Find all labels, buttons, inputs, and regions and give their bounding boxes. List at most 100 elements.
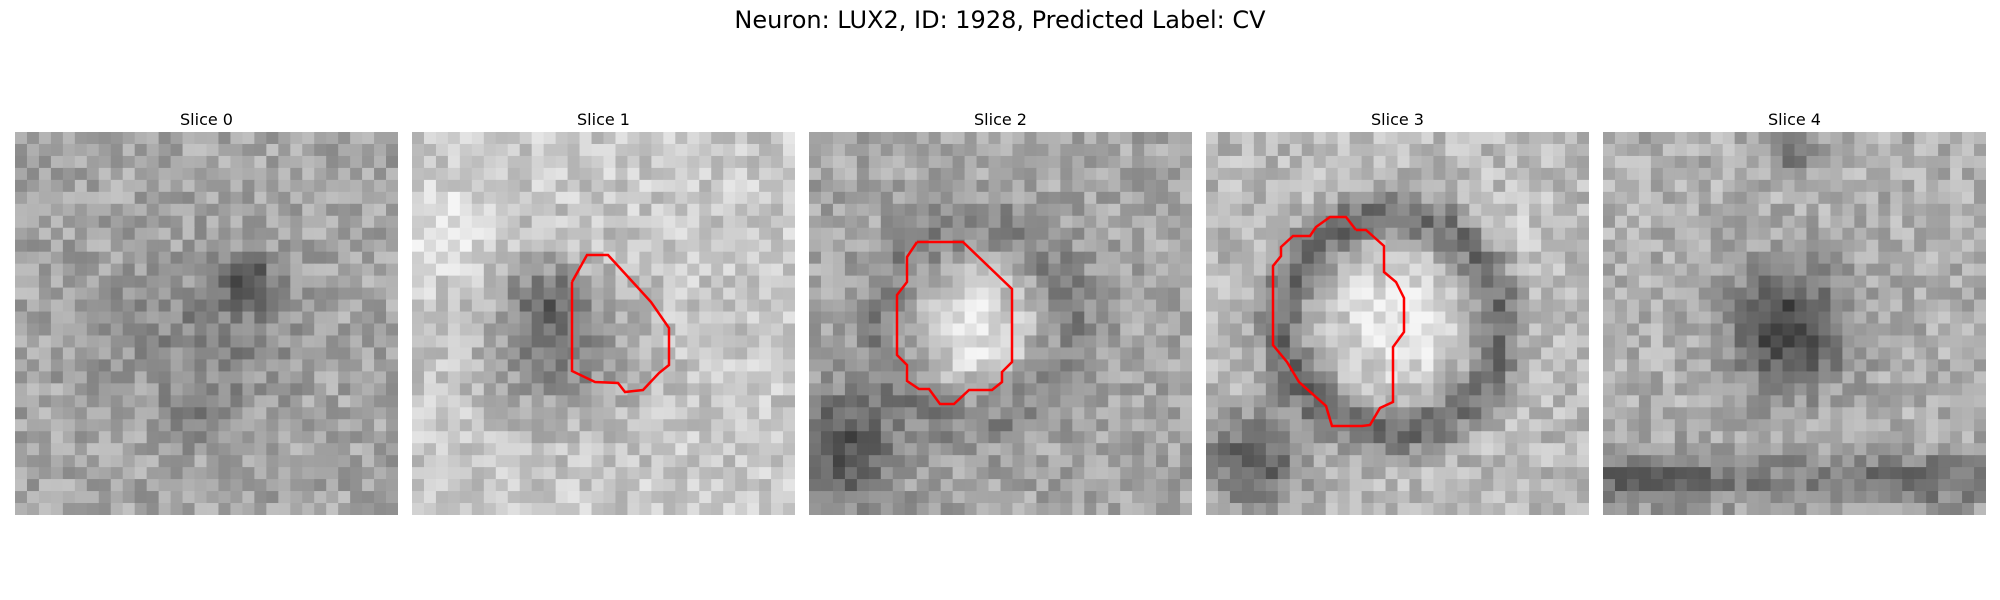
image-pixel (338, 431, 351, 444)
image-pixel (783, 251, 795, 265)
image-pixel (1938, 191, 1951, 205)
image-pixel (1866, 299, 1879, 313)
image-pixel (1902, 155, 1915, 169)
image-pixel (1253, 167, 1267, 181)
image-pixel (170, 167, 184, 181)
image-pixel (531, 155, 545, 169)
image-pixel (771, 431, 784, 444)
image-pixel (447, 347, 461, 361)
image-pixel (940, 299, 954, 313)
image-pixel (122, 263, 136, 277)
image-pixel (844, 239, 858, 253)
image-pixel (844, 407, 858, 420)
image-pixel (338, 479, 351, 492)
image-pixel (1217, 503, 1231, 515)
image-pixel (1505, 239, 1518, 253)
image-pixel (1445, 419, 1458, 432)
image-pixel (880, 299, 894, 313)
image-pixel (302, 299, 315, 313)
image-pixel (182, 299, 196, 313)
image-pixel (1902, 179, 1915, 193)
image-pixel (1974, 167, 1986, 181)
image-pixel (844, 479, 858, 492)
image-pixel (747, 143, 760, 157)
image-pixel (302, 132, 315, 145)
image-pixel (1541, 132, 1554, 145)
image-pixel (447, 299, 461, 313)
image-pixel (809, 407, 822, 420)
image-pixel (1938, 179, 1951, 193)
image-pixel (832, 359, 846, 372)
image-pixel (1120, 407, 1133, 420)
image-pixel (447, 335, 461, 349)
image-pixel (615, 299, 629, 313)
image-pixel (1603, 227, 1616, 241)
image-pixel (976, 311, 990, 325)
image-pixel (675, 179, 688, 193)
image-pixel (976, 263, 990, 277)
image-pixel (1890, 335, 1903, 349)
image-pixel (1337, 275, 1351, 289)
image-pixel (1626, 143, 1640, 157)
image-pixel (1349, 359, 1363, 372)
image-pixel (423, 347, 437, 361)
image-pixel (916, 347, 930, 361)
image-pixel (856, 203, 870, 217)
image-pixel (1493, 275, 1506, 289)
image-pixel (1469, 287, 1482, 301)
image-pixel (182, 395, 196, 408)
image-pixel (1409, 371, 1423, 384)
image-pixel (1481, 335, 1494, 349)
image-pixel (916, 143, 930, 157)
image-pixel (1818, 275, 1832, 289)
image-pixel (567, 239, 581, 253)
image-pixel (1229, 179, 1243, 193)
image-pixel (1529, 443, 1542, 456)
image-pixel (820, 191, 834, 205)
image-pixel (1854, 371, 1867, 384)
image-pixel (1325, 347, 1339, 361)
image-pixel (1036, 299, 1049, 313)
image-pixel (122, 491, 136, 504)
image-pixel (26, 431, 40, 444)
image-pixel (1734, 167, 1748, 181)
image-pixel (1758, 227, 1772, 241)
image-pixel (1902, 215, 1915, 229)
image-pixel (1385, 167, 1399, 181)
image-pixel (1493, 431, 1506, 444)
image-pixel (302, 431, 315, 444)
image-pixel (1698, 371, 1712, 384)
image-pixel (374, 287, 387, 301)
image-pixel (1493, 251, 1506, 265)
image-pixel (675, 251, 688, 265)
image-pixel (254, 299, 267, 313)
image-pixel (519, 371, 533, 384)
image-pixel (1505, 299, 1518, 313)
image-pixel (1662, 287, 1676, 301)
image-pixel (507, 311, 521, 325)
image-pixel (1108, 335, 1121, 349)
image-pixel (1132, 323, 1145, 337)
image-pixel (627, 467, 641, 480)
image-pixel (567, 479, 581, 492)
image-pixel (711, 479, 724, 492)
image-pixel (1000, 227, 1014, 241)
image-pixel (423, 479, 437, 492)
image-pixel (1722, 132, 1736, 145)
image-pixel (1674, 383, 1688, 396)
image-pixel (1854, 407, 1867, 420)
image-pixel (1132, 419, 1145, 432)
image-pixel (1060, 383, 1073, 396)
image-pixel (158, 311, 172, 325)
image-pixel (374, 311, 387, 325)
image-pixel (412, 155, 425, 169)
image-pixel (1217, 191, 1231, 205)
image-pixel (362, 383, 375, 396)
image-pixel (1770, 359, 1784, 372)
image-pixel (687, 191, 700, 205)
image-pixel (1433, 419, 1446, 432)
image-pixel (254, 143, 267, 157)
image-pixel (278, 311, 291, 325)
image-pixel (122, 383, 136, 396)
image-pixel (1108, 167, 1121, 181)
